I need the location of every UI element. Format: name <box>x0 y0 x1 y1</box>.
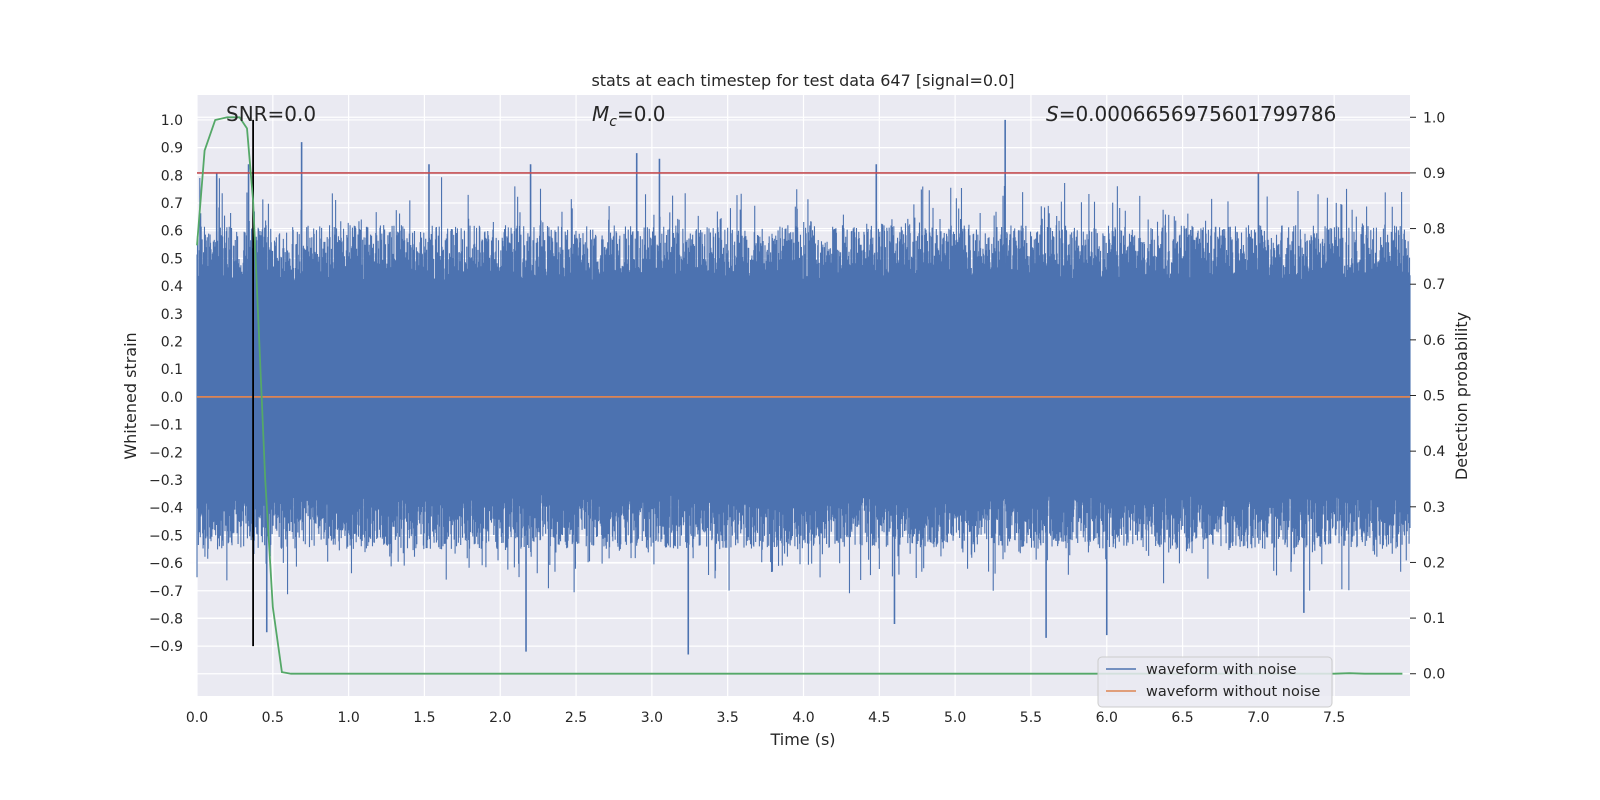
x-tick-label: 0.0 <box>186 710 208 726</box>
y-right-tick-label: 0.8 <box>1423 222 1445 238</box>
x-tick-label: 1.5 <box>413 710 435 726</box>
noise-series <box>196 119 1411 655</box>
y-left-tick-label: 0.9 <box>161 141 183 157</box>
y-left-tick-label: 0.6 <box>161 224 183 240</box>
y-left-tick-label: −0.3 <box>149 473 183 489</box>
x-axis-label: Time (s) <box>769 730 835 749</box>
y-left-tick-label: 0.4 <box>161 279 183 295</box>
y-left-tick-label: 0.2 <box>161 334 183 350</box>
snr-annotation: SNR=0.0 <box>226 102 316 126</box>
x-tick-label: 5.5 <box>1020 710 1042 726</box>
y-left-tick-label: 1.0 <box>161 113 183 129</box>
x-tick-label: 3.0 <box>641 710 663 726</box>
mc-symbol: M <box>592 102 609 126</box>
y-right-tick-label: 0.6 <box>1423 333 1445 349</box>
y-right-tick-label: 0.4 <box>1423 444 1445 460</box>
mc-subscript: c <box>609 114 617 130</box>
y-left-tick-label: −0.7 <box>149 584 183 600</box>
y-left-tick-label: −0.2 <box>149 445 183 461</box>
y-left-tick-label: −0.5 <box>149 528 183 544</box>
y-left-tick-label: −0.9 <box>149 639 183 655</box>
y-right-tick-label: 0.5 <box>1423 389 1445 405</box>
y-right-tick-label: 0.3 <box>1423 500 1445 516</box>
y-left-tick-label: 0.5 <box>161 251 183 267</box>
x-tick-label: 4.0 <box>792 710 814 726</box>
chirp-mass-annotation: Mc=0.0 <box>592 102 666 130</box>
y-right-tick-label: 0.2 <box>1423 555 1445 571</box>
y-left-tick-label: 0.3 <box>161 307 183 323</box>
x-tick-label: 7.5 <box>1323 710 1345 726</box>
x-tick-label: 1.0 <box>337 710 359 726</box>
legend: waveform with noise waveform without noi… <box>1097 656 1333 708</box>
legend-label-clean: waveform without noise <box>1146 684 1320 700</box>
s-statistic-annotation: S=0.000665697560179978​6 <box>1046 102 1336 126</box>
y-right-tick-label: 0.7 <box>1423 277 1445 293</box>
x-tick-label: 6.0 <box>1096 710 1118 726</box>
y-left-tick-label: 0.8 <box>161 168 183 184</box>
y-right-tick-label: 0.0 <box>1423 667 1445 683</box>
y-left-tick-label: −0.8 <box>149 611 183 627</box>
y-axis-left-label: Whitened strain <box>121 332 140 459</box>
s-symbol: S <box>1046 102 1059 126</box>
x-tick-label: 4.5 <box>868 710 890 726</box>
x-tick-label: 3.5 <box>717 710 739 726</box>
x-tick-label: 2.5 <box>565 710 587 726</box>
x-tick-label: 0.5 <box>262 710 284 726</box>
y-left-tick-label: −0.1 <box>149 418 183 434</box>
x-tick-label: 2.0 <box>489 710 511 726</box>
legend-box <box>1097 656 1333 708</box>
s-value: =0.000665697560179978​6 <box>1059 102 1337 126</box>
y-right-tick-label: 0.1 <box>1423 611 1445 627</box>
y-left-tick-label: −0.4 <box>149 501 183 517</box>
y-left-tick-label: 0.0 <box>161 390 183 406</box>
y-axis-right-label: Detection probability <box>1452 312 1471 480</box>
y-right-tick-label: 0.9 <box>1423 166 1445 182</box>
legend-label-noise: waveform with noise <box>1146 662 1297 678</box>
chart-title: stats at each timestep for test data 647… <box>591 71 1014 90</box>
mc-value: =0.0 <box>617 102 666 126</box>
y-left-tick-label: 0.7 <box>161 196 183 212</box>
y-right-tick-label: 1.0 <box>1423 110 1445 126</box>
x-tick-label: 7.0 <box>1247 710 1269 726</box>
x-tick-label: 5.0 <box>944 710 966 726</box>
y-left-tick-label: −0.6 <box>149 556 183 572</box>
y-left-tick-label: 0.1 <box>161 362 183 378</box>
ticks-layer: 0.0 0.5 1.0 1.5 2.0 2.5 3.0 3.5 4.0 4.5 5.0 5.5 6.0 6… <box>149 110 1445 726</box>
x-tick-label: 6.5 <box>1171 710 1193 726</box>
